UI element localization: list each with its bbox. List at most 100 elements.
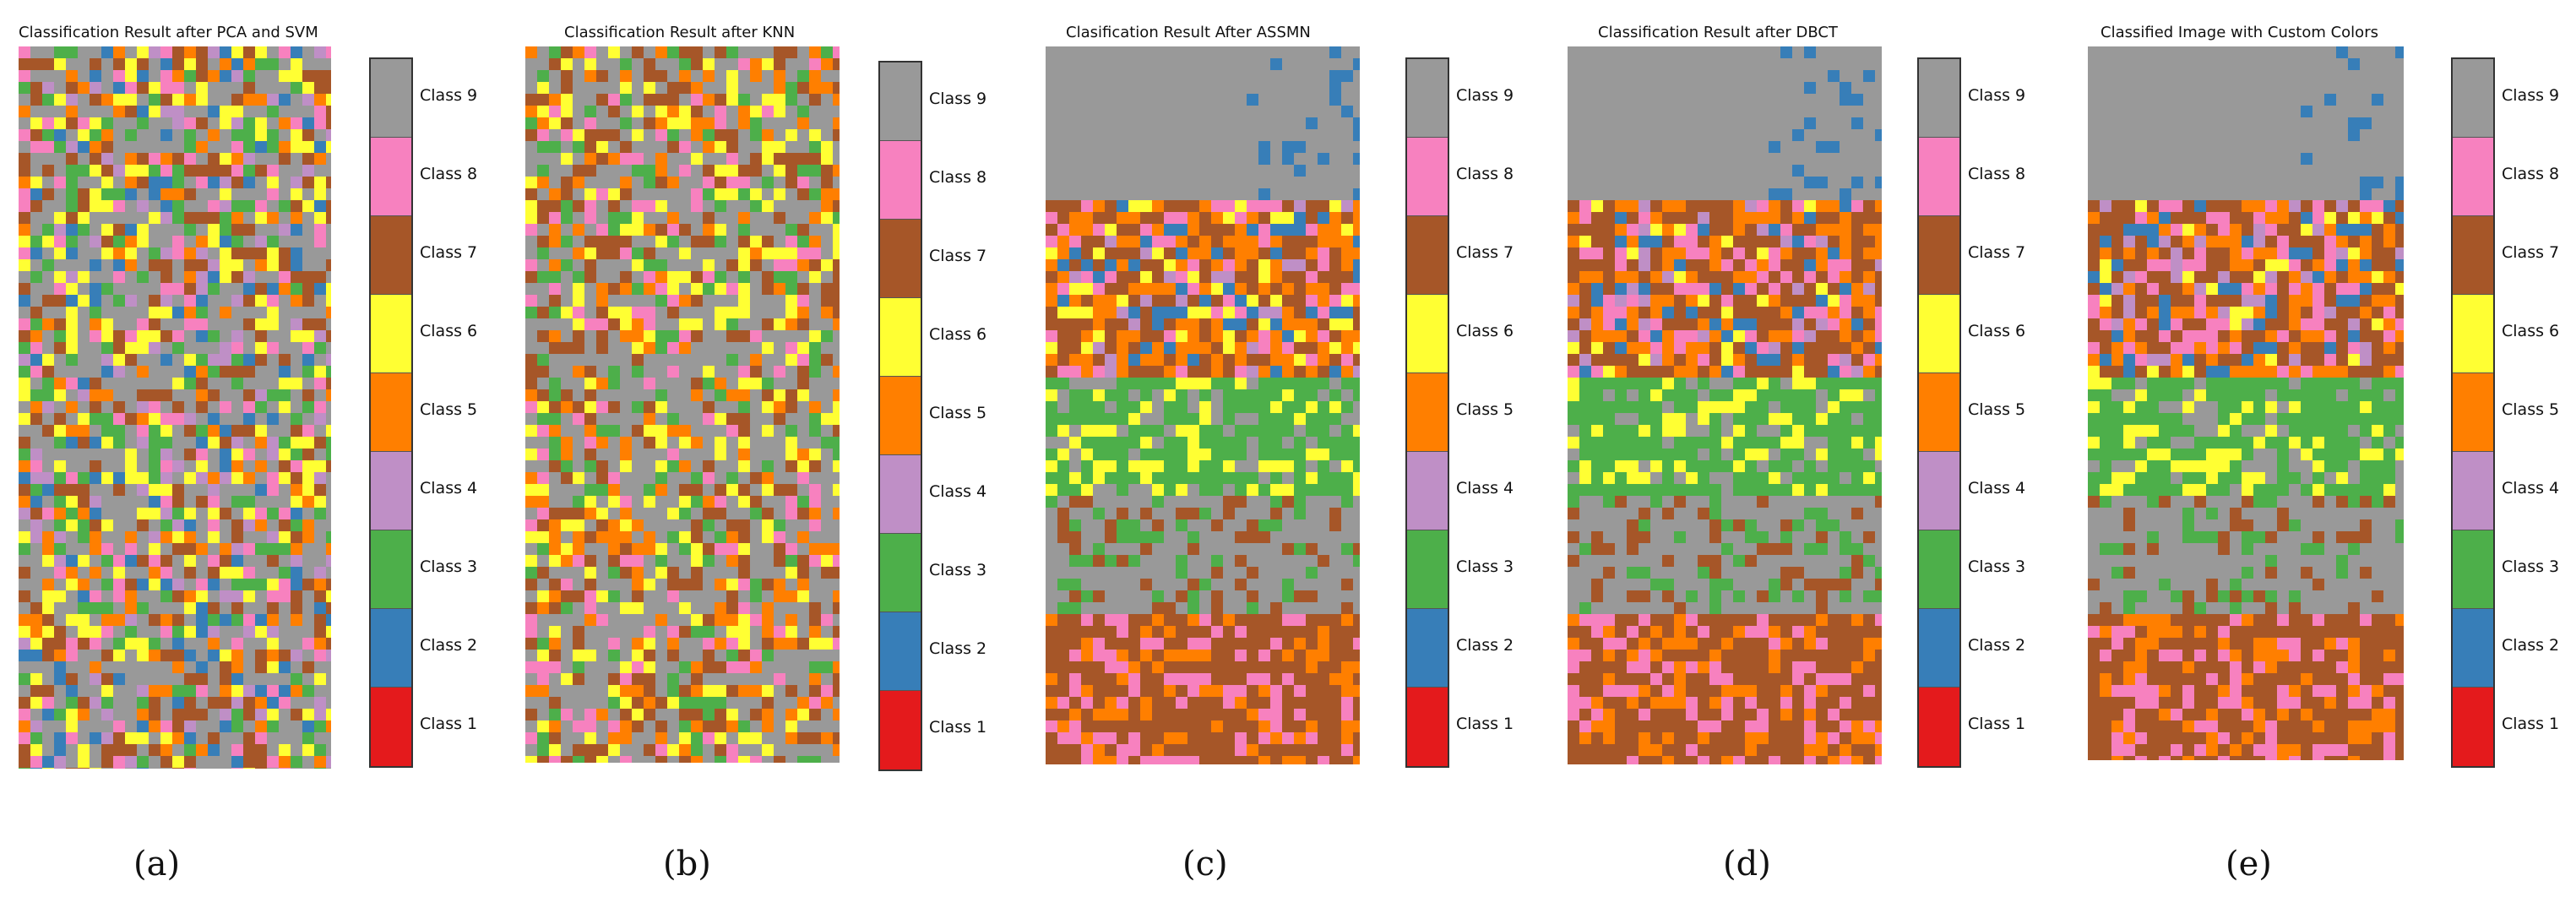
colorbar-swatch (880, 691, 921, 769)
colorbar-swatch (1919, 688, 1959, 766)
colorbar-swatch (371, 138, 411, 216)
colorbar-swatch (880, 141, 921, 220)
colorbar-label: Class 4 (420, 479, 478, 497)
colorbar-swatch (1919, 530, 1959, 609)
colorbar-label: Class 6 (929, 325, 987, 344)
colorbar-label: Class 6 (2502, 322, 2560, 340)
colorbar-label: Class 2 (420, 636, 478, 655)
colorbar-swatch (1919, 452, 1959, 530)
colorbar-swatch (2453, 452, 2493, 530)
colorbar-label: Class 7 (1968, 243, 2026, 262)
colorbar-label: Class 9 (1456, 86, 1514, 105)
classification-map (525, 46, 840, 763)
panel-title: Classified Image with Custom Colors (2100, 24, 2378, 41)
panel-caption: (d) (1723, 845, 1771, 884)
colorbar-swatch (880, 534, 921, 612)
colorbar-label: Class 1 (929, 718, 987, 737)
colorbar-label: Class 4 (2502, 479, 2560, 497)
colorbar-swatch (1919, 216, 1959, 295)
colorbar-label: Class 7 (929, 247, 987, 265)
panel-caption: (a) (133, 845, 181, 884)
map-cells (1046, 46, 1360, 764)
colorbar-swatch (1407, 295, 1448, 373)
colorbar (369, 57, 413, 768)
colorbar-label: Class 2 (929, 639, 987, 658)
colorbar-swatch (880, 612, 921, 691)
colorbar-swatch (371, 373, 411, 452)
colorbar-label: Class 1 (1456, 715, 1514, 733)
panel-caption: (e) (2225, 845, 2272, 884)
colorbar-label: Class 3 (2502, 557, 2560, 576)
colorbar-swatch (1407, 609, 1448, 688)
panel-caption: (b) (663, 845, 711, 884)
colorbar-label: Class 3 (1968, 557, 2026, 576)
panel-title: Clasification Result After ASSMN (1066, 24, 1311, 41)
colorbar-swatch (2453, 138, 2493, 216)
colorbar-label: Class 6 (1968, 322, 2026, 340)
colorbar-swatch (1919, 373, 1959, 452)
colorbar-swatch (1919, 295, 1959, 373)
colorbar-label: Class 3 (929, 561, 987, 579)
colorbar-label: Class 9 (1968, 86, 2026, 105)
colorbar-swatch (371, 295, 411, 373)
colorbar-swatch (371, 688, 411, 766)
colorbar-swatch (1919, 138, 1959, 216)
colorbar-label: Class 9 (420, 86, 478, 105)
colorbar-label: Class 2 (1968, 636, 2026, 655)
colorbar-label: Class 5 (2502, 400, 2560, 419)
colorbar-label: Class 1 (420, 715, 478, 733)
panel-title: Classification Result after DBCT (1598, 24, 1838, 41)
map-cells (525, 46, 840, 763)
colorbar-label: Class 5 (1456, 400, 1514, 419)
colorbar-swatch (1407, 530, 1448, 609)
colorbar-swatch (880, 298, 921, 377)
classification-map (1046, 46, 1360, 764)
colorbar-swatch (880, 63, 921, 141)
colorbar-label: Class 1 (2502, 715, 2560, 733)
colorbar-label: Class 5 (1968, 400, 2026, 419)
colorbar-label: Class 2 (2502, 636, 2560, 655)
colorbar-label: Class 4 (929, 482, 987, 501)
colorbar-label: Class 8 (1968, 165, 2026, 183)
map-cells (19, 46, 331, 769)
colorbar-swatch (1919, 59, 1959, 138)
colorbar-label: Class 1 (1968, 715, 2026, 733)
colorbar-swatch (371, 216, 411, 295)
colorbar-label: Class 5 (929, 404, 987, 422)
colorbar-swatch (1407, 138, 1448, 216)
colorbar-label: Class 5 (420, 400, 478, 419)
colorbar-label: Class 9 (929, 90, 987, 108)
colorbar-label: Class 4 (1456, 479, 1514, 497)
colorbar (2451, 57, 2495, 768)
colorbar-swatch (2453, 216, 2493, 295)
colorbar-label: Class 8 (2502, 165, 2560, 183)
map-cells (2088, 46, 2404, 760)
panel-title: Classification Result after PCA and SVM (19, 24, 318, 41)
colorbar-swatch (371, 530, 411, 609)
colorbar-swatch (371, 452, 411, 530)
colorbar-swatch (1407, 373, 1448, 452)
colorbar-swatch (2453, 373, 2493, 452)
colorbar-label: Class 4 (1968, 479, 2026, 497)
panel-caption: (c) (1182, 845, 1228, 884)
colorbar-swatch (880, 220, 921, 298)
colorbar (1405, 57, 1449, 768)
colorbar-label: Class 3 (1456, 557, 1514, 576)
colorbar-label: Class 7 (420, 243, 478, 262)
colorbar-label: Class 8 (1456, 165, 1514, 183)
classification-map (1568, 46, 1882, 764)
colorbar-swatch (880, 455, 921, 534)
colorbar-label: Class 6 (1456, 322, 1514, 340)
colorbar-swatch (2453, 688, 2493, 766)
colorbar-swatch (1407, 216, 1448, 295)
colorbar (1917, 57, 1961, 768)
colorbar-swatch (2453, 59, 2493, 138)
colorbar-swatch (1407, 688, 1448, 766)
colorbar-swatch (1919, 609, 1959, 688)
colorbar-swatch (2453, 295, 2493, 373)
classification-map (2088, 46, 2404, 760)
colorbar-label: Class 9 (2502, 86, 2560, 105)
panel-title: Classification Result after KNN (564, 24, 796, 41)
colorbar-swatch (2453, 609, 2493, 688)
colorbar-swatch (1407, 59, 1448, 138)
